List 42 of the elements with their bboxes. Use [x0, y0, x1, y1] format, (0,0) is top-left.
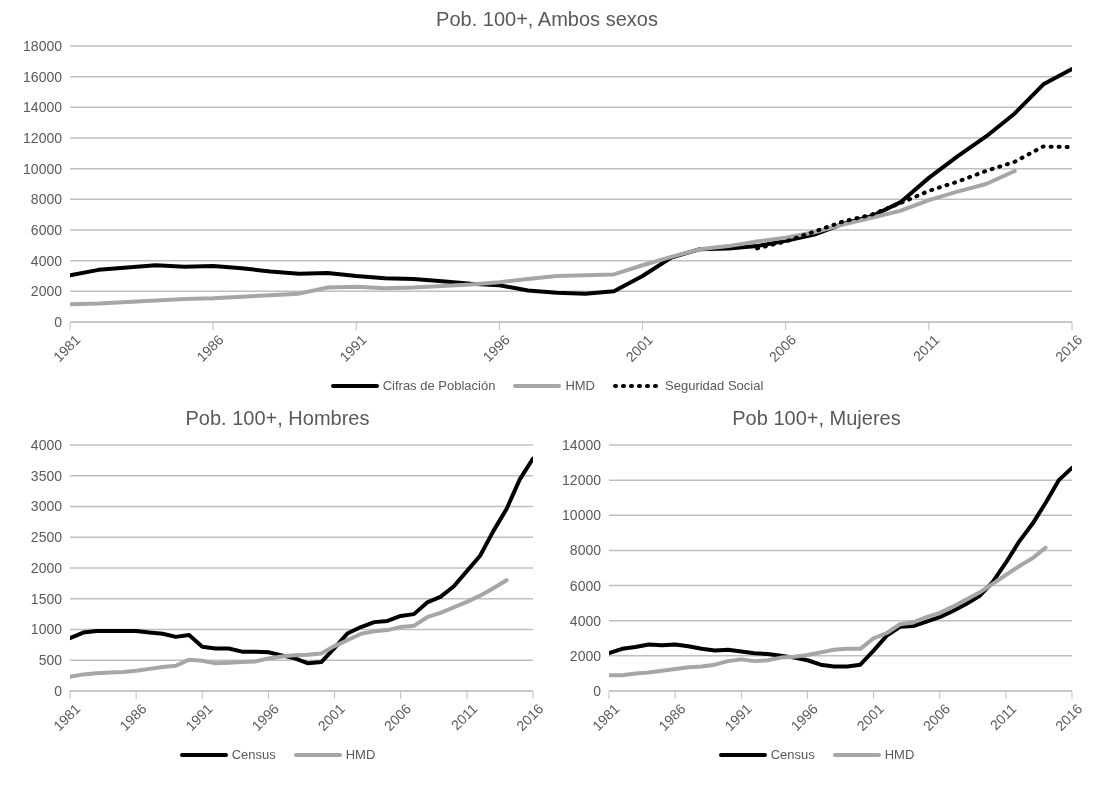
y-tick-label: 2000: [30, 283, 63, 300]
y-tick-label: 6000: [569, 577, 602, 594]
legend-label: Cifras de Población: [382, 378, 496, 393]
y-tick-label: 2000: [569, 647, 602, 664]
line-series: [609, 545, 1048, 678]
y-tick-label: 500: [38, 652, 63, 669]
y-tick-label: 3500: [30, 467, 63, 484]
legend-label: Census: [770, 747, 815, 762]
chart-title: Pob. 100+, Hombres: [184, 407, 371, 431]
y-tick-label: 3000: [30, 498, 63, 515]
legend-label: Seguridad Social: [665, 378, 764, 393]
y-tick-label: 8000: [30, 191, 63, 208]
line-series: [70, 578, 509, 679]
y-tick-label: 4000: [30, 436, 63, 453]
y-tick-label: 1500: [30, 590, 63, 607]
y-tick-label: 10000: [562, 507, 602, 524]
y-tick-label: 18000: [23, 37, 63, 54]
y-tick-label: 0: [593, 682, 602, 699]
legend-label: Census: [231, 747, 276, 762]
chart-title: Pob 100+, Mujeres: [731, 407, 902, 431]
y-tick-label: 14000: [562, 436, 602, 453]
y-tick-label: 12000: [562, 472, 602, 489]
y-tick-label: 16000: [23, 68, 63, 85]
y-tick-label: 12000: [23, 129, 63, 146]
line-series: [609, 465, 1072, 669]
legend-label: HMD: [565, 378, 596, 393]
y-tick-label: 2500: [30, 529, 63, 546]
y-tick-label: 1000: [30, 621, 63, 638]
line-series: [70, 168, 1017, 307]
y-tick-label: 14000: [23, 99, 63, 116]
legend-label: HMD: [345, 747, 376, 762]
y-tick-label: 10000: [23, 160, 63, 177]
y-tick-label: 8000: [569, 542, 602, 559]
y-tick-label: 4000: [30, 252, 63, 269]
line-series: [70, 456, 533, 666]
y-tick-label: 0: [54, 682, 63, 699]
y-tick-label: 2000: [30, 559, 63, 576]
y-tick-label: 0: [54, 313, 63, 330]
y-tick-label: 6000: [30, 221, 63, 238]
y-tick-label: 4000: [569, 612, 602, 629]
legend-label: HMD: [884, 747, 915, 762]
chart-title: Pob. 100+, Ambos sexos: [435, 8, 659, 32]
